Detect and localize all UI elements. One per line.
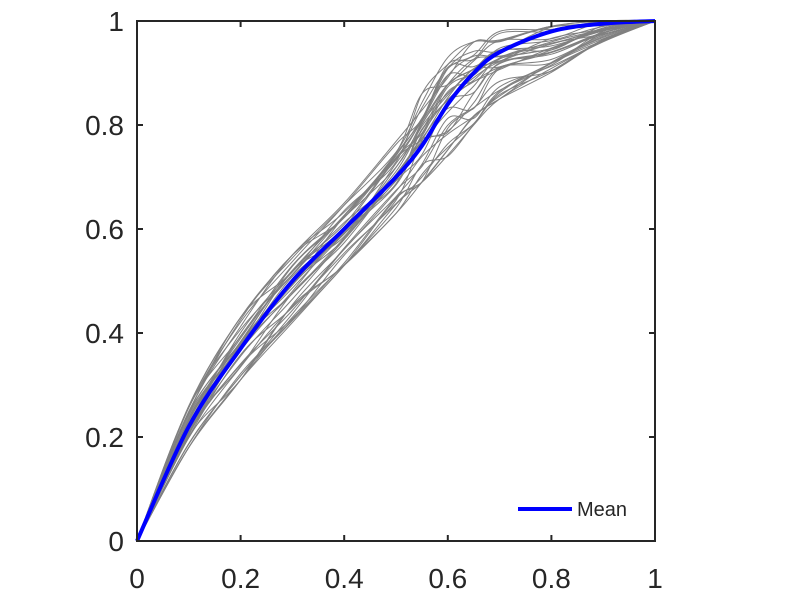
x-tick-label: 0.8 [532, 563, 571, 594]
axes-box [136, 20, 656, 542]
mean-series [135, 19, 656, 542]
x-tick-label: 0 [129, 563, 145, 594]
y-tick-label: 0 [108, 526, 124, 557]
plot-area [137, 21, 655, 541]
y-tick-label: 0.8 [85, 110, 124, 141]
sample-curve [136, 20, 656, 542]
axis-ticks [136, 20, 656, 542]
sample-curve [136, 20, 656, 542]
legend: Mean [518, 499, 627, 521]
y-tick-label: 0.6 [85, 214, 124, 245]
sample-curve [136, 20, 656, 542]
x-tick-labels: 0 0.2 0.4 0.6 0.8 1 [129, 563, 663, 594]
legend-label-mean: Mean [577, 499, 627, 521]
sample-curve [136, 20, 656, 542]
series-line-mean [135, 19, 656, 542]
x-tick-label: 0.2 [221, 563, 260, 594]
sample-curve [136, 20, 656, 542]
y-tick-labels: 0 0.2 0.4 0.6 0.8 1 [85, 6, 124, 557]
sample-curve [136, 20, 656, 542]
y-tick-label: 0.4 [85, 318, 124, 349]
sample-curve [136, 20, 656, 542]
sample-curve [136, 20, 656, 542]
x-tick-label: 0.4 [325, 563, 364, 594]
sample-curve [136, 20, 656, 542]
y-tick-label: 0.2 [85, 422, 124, 453]
sample-curve [136, 20, 656, 542]
x-tick-label: 1 [647, 563, 663, 594]
y-tick-label: 1 [108, 6, 124, 37]
sample-curve [136, 20, 656, 542]
x-tick-label: 0.6 [428, 563, 467, 594]
